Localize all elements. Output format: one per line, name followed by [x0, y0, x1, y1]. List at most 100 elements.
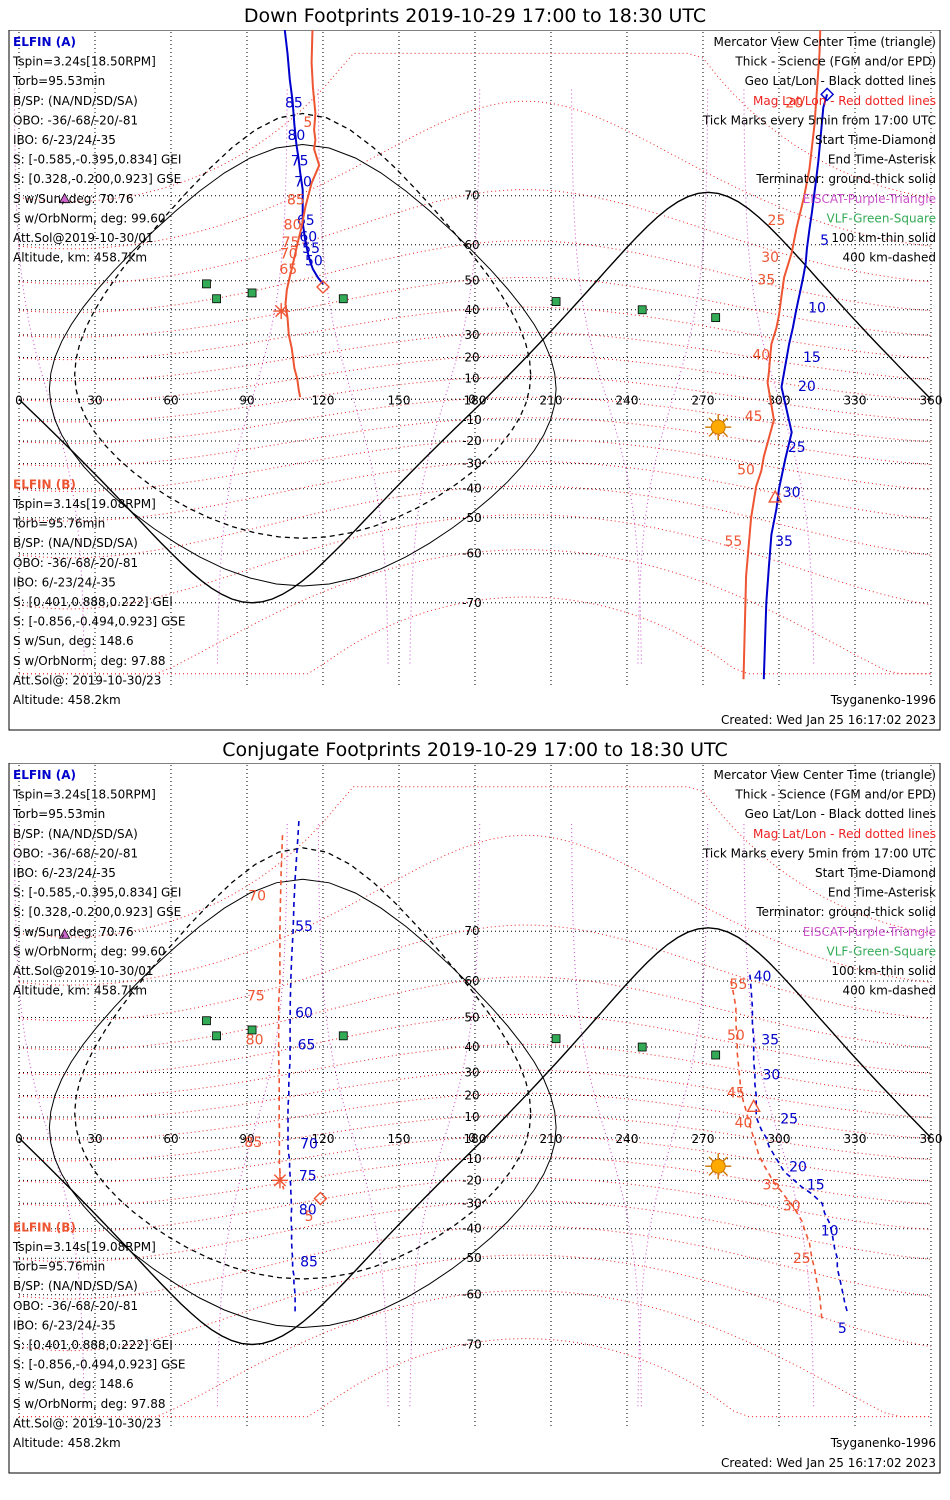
x-tick-label: 330 [844, 1132, 867, 1146]
footprint-track-line [287, 821, 300, 1313]
x-tick-label: 0 [15, 1132, 23, 1146]
track-time-label: 80 [287, 128, 305, 144]
legend-elfin-b-line: S: [-0.856,-0.494,0.923] GSE [13, 615, 186, 629]
legend-elfin-b-line: ELFIN (B) [13, 477, 76, 491]
vlf-station-marker [212, 294, 222, 304]
vlf-station-marker [247, 1025, 257, 1035]
track-time-label: 35 [775, 534, 793, 550]
mag-parallel [18, 417, 932, 467]
vlf-station-marker [338, 294, 348, 304]
legend-right-line: Geo Lat/Lon - Black dotted lines [745, 807, 936, 821]
mag-grid [13, 786, 932, 1418]
y-tick-label: 20 [464, 1088, 479, 1102]
y-tick-label: 50 [464, 1011, 479, 1025]
legend-elfin-b-line: OBO: -36/-68/-20/-81 [13, 556, 138, 570]
sun-disc [710, 419, 726, 435]
y-tick-label: -50 [462, 1251, 482, 1265]
track-time-label: 30 [762, 1068, 780, 1084]
mag-parallel [18, 1013, 932, 1076]
track-time-label: 65 [298, 1038, 316, 1054]
vlf-station-marker [202, 279, 211, 289]
x-tick-label: 210 [540, 393, 563, 407]
x-tick-label: 90 [239, 393, 254, 407]
mag-parallel [19, 596, 931, 675]
y-tick-label: -40 [462, 482, 482, 496]
track-time-label: 5 [820, 233, 829, 249]
track-time-label: 60 [295, 1006, 313, 1022]
footprint-track-line [283, 30, 324, 285]
track-time-label: 10 [808, 300, 826, 316]
legend-elfin-b-line: ELFIN (B) [13, 1220, 76, 1234]
vlf-station-marker [711, 313, 721, 323]
track-time-label: 55 [724, 534, 742, 550]
legend-elfin-a-line: Tspin=3.24s[18.50RPM] [12, 788, 156, 802]
y-tick-label: -60 [462, 1288, 482, 1302]
end-asterisk-marker [271, 1172, 288, 1189]
terminator-line [484, 927, 932, 1139]
legend-elfin-b-line: B/SP: (NA/ND/SD/SA) [13, 536, 138, 550]
legend-right-line: Terminator: ground-thick solid [755, 172, 936, 186]
center-triangle-marker [768, 489, 783, 503]
mag-parallel [18, 460, 932, 522]
center-triangle-marker [746, 1098, 761, 1113]
legend-elfin-a-line: S: [-0.585,-0.395,0.834] GEI [13, 886, 181, 900]
legend-right-line: 400 km-dashed [842, 984, 936, 998]
range-100km [48, 143, 557, 587]
track-time-label: 85 [244, 1135, 262, 1151]
track-time-label: 60 [299, 229, 317, 245]
mag-parallel [19, 549, 931, 675]
chart-panel-1: 0 30 60 90 120 150 180 210 240 270 300 330 360706050… [8, 30, 942, 731]
vlf-station-marker [637, 305, 647, 315]
track-time-label: 65 [279, 262, 297, 278]
mag-parallel [18, 376, 932, 423]
legend-elfin-a-line: Torb=95.53min [12, 74, 105, 88]
mag-parallel [18, 1200, 932, 1263]
track-time-label: 35 [761, 1032, 779, 1048]
legend-right-line: EISCAT-Purple-Triangle [803, 192, 936, 206]
legend-elfin-a-line: B/SP: (NA/ND/SD/SA) [13, 94, 138, 108]
mag-parallel [18, 1043, 932, 1099]
mag-parallel [19, 1290, 931, 1418]
y-tick-label: 0 [468, 1131, 476, 1145]
mag-meridian [317, 821, 389, 1407]
y-tick-label: 60 [464, 238, 479, 252]
legend-right-line: VLF-Green-Square [827, 211, 936, 225]
mag-parallel [18, 332, 932, 382]
track-time-label: 70 [294, 174, 312, 190]
range-400km [74, 847, 532, 1280]
legend-right-line: VLF-Green-Square [827, 944, 936, 958]
terminator-line-south [18, 398, 486, 604]
x-tick-label: 150 [388, 393, 411, 407]
mag-parallel [18, 189, 932, 285]
track-time-label: 55 [730, 977, 748, 993]
track-time-label: 25 [793, 1251, 811, 1267]
legend-right-line: Tick Marks every 5min from 17:00 UTC [702, 113, 936, 127]
created-label: Created: Wed Jan 25 16:17:02 2023 [721, 1456, 936, 1470]
track-time-label: 75 [247, 988, 265, 1004]
legend-elfin-b-line: Torb=95.76min [12, 517, 105, 531]
legend-elfin-a-line: S: [0.328,-0.200,0.923] GSE [13, 172, 181, 186]
mag-parallel [18, 834, 932, 986]
start-diamond-marker [820, 87, 835, 102]
y-tick-label: 60 [464, 974, 479, 988]
sun-icon [705, 414, 732, 441]
x-tick-label: 120 [312, 1132, 335, 1146]
y-tick-label: 10 [464, 372, 479, 386]
vlf-station-marker [711, 1050, 721, 1060]
legend-right-line: Thick - Science (FGM and/or EPD) [734, 55, 936, 69]
track-time-label: 50 [305, 254, 323, 270]
sun-icon [705, 1153, 732, 1180]
legend-elfin-b-line: IBO: 6/-23/24/-35 [13, 575, 116, 589]
legend-elfin-a-line: Altitude, km: 458.7km [13, 251, 147, 265]
track-time-label: 35 [757, 272, 775, 288]
legend-right-line: End Time-Asterisk [828, 153, 936, 167]
track-time-label: 40 [752, 348, 770, 364]
track-time-label: 70 [248, 888, 266, 904]
legend-right-line: Thick - Science (FGM and/or EPD) [734, 788, 936, 802]
vlf-station-marker [247, 288, 257, 298]
track-time-label: 30 [761, 250, 779, 266]
legend-elfin-a-line: B/SP: (NA/ND/SD/SA) [13, 827, 138, 841]
mag-meridian [13, 821, 85, 1407]
x-tick-label: 330 [844, 393, 867, 407]
legend-elfin-a-line: S w/Sun, deg: 70.76 [13, 925, 134, 939]
